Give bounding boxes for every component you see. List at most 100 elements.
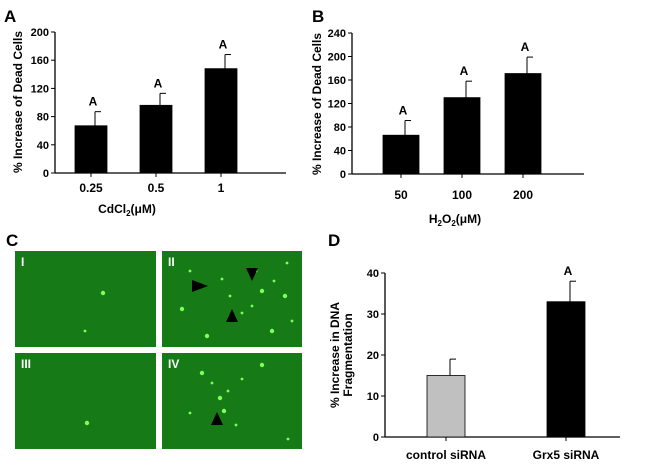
fluorescent-cell: [217, 395, 223, 401]
fluorescent-cell: [100, 290, 106, 296]
y-tick-label: 10: [367, 391, 379, 403]
significance-label: A: [89, 95, 98, 109]
fluorescent-cell: [199, 370, 205, 376]
y-tick-label: 200: [31, 27, 49, 39]
bar: [204, 68, 238, 174]
micrograph-label: IV: [168, 357, 179, 371]
y-tick-label: 80: [334, 122, 346, 134]
x-axis-title-part: (μM): [131, 202, 156, 216]
micrograph-panel: [162, 251, 302, 347]
category-label: control siRNA: [406, 448, 486, 462]
significance-label: A: [399, 104, 408, 118]
y-tick-label: 120: [31, 83, 49, 95]
x-axis-title-subscript: 2: [126, 209, 131, 218]
significance-label: A: [564, 264, 573, 278]
y-tick-label: 0: [43, 168, 49, 180]
micrograph-label: II: [168, 255, 175, 269]
x-axis-title-part: (μM): [456, 212, 481, 226]
fluorescent-cell: [204, 333, 210, 339]
arrowhead-marker: [211, 412, 223, 425]
fluorescent-cell: [226, 389, 230, 393]
micrograph-panel: [162, 353, 302, 449]
y-tick-label: 40: [37, 140, 49, 152]
bar: [426, 375, 466, 438]
fluorescent-cell: [290, 319, 294, 323]
fluorescent-cell: [282, 293, 288, 299]
significance-label: A: [460, 64, 469, 78]
y-tick-label: 80: [37, 112, 49, 124]
x-axis-title-part: H: [429, 212, 438, 226]
micrograph-panel: [15, 251, 156, 347]
significance-label: A: [154, 76, 163, 90]
y-axis-title-line: % Increase in DNA: [328, 302, 342, 408]
y-axis-title: % Increase of Dead Cells: [11, 31, 25, 173]
micrograph-label: III: [21, 357, 31, 371]
fluorescent-cell: [221, 408, 227, 414]
x-axis-title-part: O: [442, 212, 451, 226]
y-tick-label: 160: [31, 55, 49, 67]
fluorescent-cell: [228, 294, 232, 298]
category-label: 1: [218, 181, 225, 195]
x-axis-title-subscript: 2: [438, 219, 443, 228]
significance-label: A: [219, 38, 228, 52]
category-label: 100: [452, 188, 472, 202]
category-label: 50: [394, 188, 408, 202]
y-tick-label: 240: [328, 28, 346, 40]
fluorescent-cell: [259, 288, 265, 294]
y-tick-label: 120: [328, 99, 346, 111]
bar: [546, 301, 586, 438]
panel-letter-b: B: [312, 7, 324, 26]
y-tick-label: 0: [373, 432, 379, 444]
x-axis-title-part: CdCl: [98, 202, 126, 216]
significance-label: A: [521, 40, 530, 54]
x-axis-title: CdCl2(μM): [98, 202, 156, 218]
fluorescent-cell: [272, 279, 276, 283]
bar: [74, 125, 108, 174]
category-label: 0.25: [79, 181, 103, 195]
y-tick-label: 160: [328, 75, 346, 87]
fluorescent-cell: [240, 311, 244, 315]
bar: [382, 134, 420, 175]
bar: [139, 104, 173, 174]
chart-a-cdcl2: 0 40 80 120 160 200 A 0.25 A 0.5 A 1 % Increase of D…: [11, 27, 286, 218]
y-tick-label: 40: [334, 146, 346, 158]
fluorescent-cell: [188, 411, 192, 415]
arrowhead-marker: [246, 268, 258, 281]
category-label: 0.5: [148, 181, 165, 195]
y-tick-label: 0: [340, 169, 346, 181]
fluorescent-cell: [286, 437, 290, 441]
micrograph-label: I: [21, 255, 24, 269]
fluorescent-cell: [250, 304, 254, 308]
fluorescent-cell: [234, 423, 238, 427]
category-label: 200: [513, 188, 533, 202]
panel-letter-a: A: [4, 7, 16, 26]
fluorescent-cell: [285, 261, 289, 265]
category-label: Grx5 siRNA: [533, 448, 600, 462]
bar: [504, 73, 542, 175]
fluorescent-cell: [220, 277, 224, 281]
y-tick-label: 40: [367, 268, 379, 280]
fluorescent-cell: [84, 420, 90, 426]
arrowhead-marker: [226, 309, 238, 322]
x-axis-title: H2O2(μM): [429, 212, 481, 228]
micrograph-panel: [15, 353, 156, 449]
fluorescent-cell: [269, 328, 275, 334]
x-axis-title-subscript: 2: [451, 219, 456, 228]
chart-b-h2o2: 0 40 80 120 160 200 240 A 50 A 100 A 200 % Increase o…: [310, 28, 584, 228]
chart-d-dna-fragmentation: 0 10 20 30 40 control siRNA A Grx5 siRNA % Incre…: [328, 264, 620, 462]
y-axis-title-line: Fragmentation: [341, 313, 355, 396]
fluorescent-cell: [83, 329, 87, 333]
fluorescent-cell: [210, 381, 214, 385]
arrowhead-marker: [192, 280, 208, 292]
bar: [443, 97, 481, 175]
fluorescent-cell: [188, 269, 192, 273]
y-tick-label: 200: [328, 52, 346, 64]
fluorescent-cell: [179, 306, 185, 312]
y-tick-label: 20: [367, 350, 379, 362]
panel-letter-c: C: [6, 231, 18, 250]
fluorescent-cell: [240, 377, 244, 381]
fluorescent-cell: [259, 362, 265, 368]
y-axis-title: % Increase of Dead Cells: [310, 33, 324, 175]
